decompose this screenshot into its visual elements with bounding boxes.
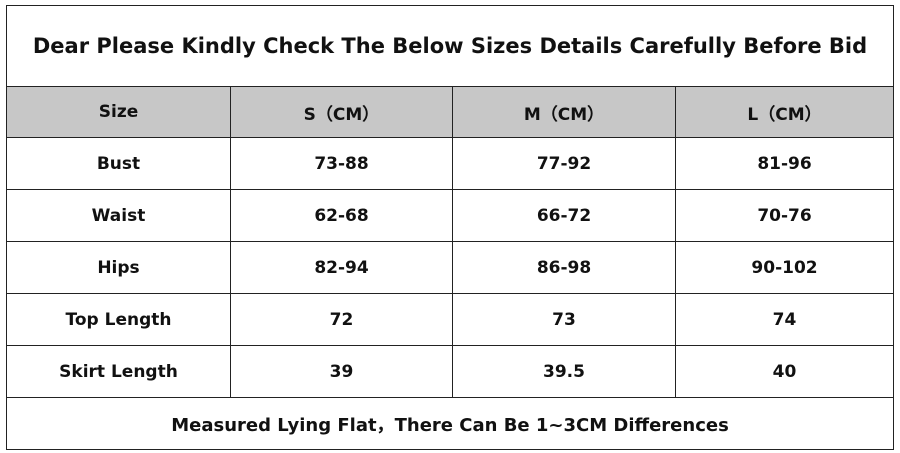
row-label: Skirt Length: [6, 345, 231, 398]
table-cell: 62-68: [230, 189, 453, 242]
header-row: Size S（CM） M（CM） L（CM）: [6, 86, 895, 138]
size-chart: Dear Please Kindly Check The Below Sizes…: [5, 5, 895, 450]
row-label: Hips: [6, 241, 231, 294]
table-cell: 81-96: [674, 137, 895, 190]
header-cell: L（CM）: [674, 86, 895, 138]
table-cell: 66-72: [452, 189, 676, 242]
table-cell: 73: [452, 293, 676, 346]
table-row: Bust 73-88 77-92 81-96: [6, 137, 895, 190]
table-title: Dear Please Kindly Check The Below Sizes…: [5, 5, 895, 87]
size-table: Dear Please Kindly Check The Below Sizes…: [5, 5, 895, 450]
table-cell: 77-92: [452, 137, 676, 190]
table-cell: 73-88: [230, 137, 453, 190]
table-cell: 40: [674, 345, 895, 398]
table-cell: 39.5: [452, 345, 676, 398]
footer-note: Measured Lying Flat，There Can Be 1~3CM D…: [5, 397, 895, 450]
table-cell: 72: [230, 293, 453, 346]
table-cell: 82-94: [230, 241, 453, 294]
footer-row: Measured Lying Flat，There Can Be 1~3CM D…: [5, 397, 895, 450]
row-label: Waist: [6, 189, 231, 242]
table-row: Waist 62-68 66-72 70-76: [6, 189, 895, 242]
table-cell: 39: [230, 345, 453, 398]
table-row: Skirt Length 39 39.5 40: [6, 345, 895, 398]
table-cell: 70-76: [674, 189, 895, 242]
row-label: Top Length: [6, 293, 231, 346]
header-cell: M（CM）: [452, 86, 676, 138]
header-cell: Size: [6, 86, 231, 138]
table-row: Top Length 72 73 74: [6, 293, 895, 346]
table-cell: 86-98: [452, 241, 676, 294]
table-cell: 90-102: [674, 241, 895, 294]
table-row: Hips 82-94 86-98 90-102: [6, 241, 895, 294]
table-cell: 74: [674, 293, 895, 346]
header-cell: S（CM）: [230, 86, 453, 138]
row-label: Bust: [6, 137, 231, 190]
